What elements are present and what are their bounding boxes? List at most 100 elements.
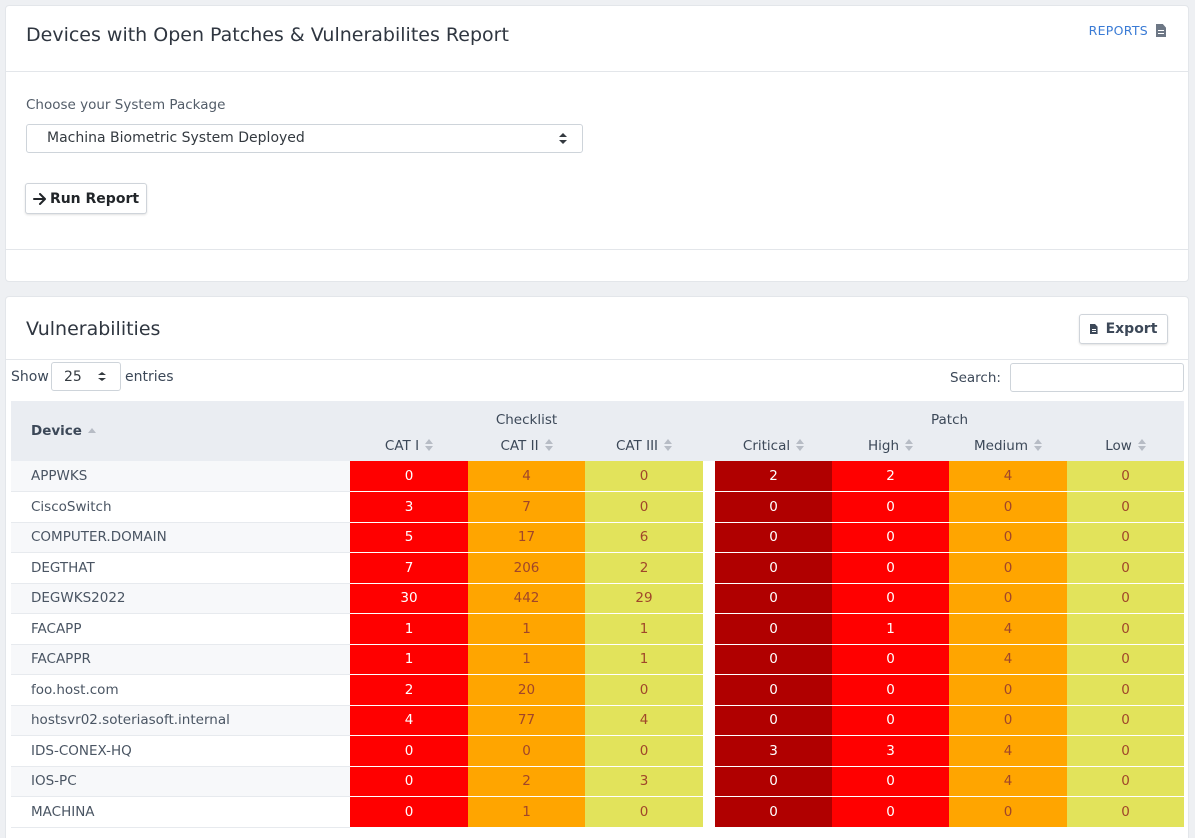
cat3-cell: 1: [585, 613, 703, 645]
cat2-cell: 1: [468, 613, 585, 645]
medium-cell: 0: [949, 705, 1067, 736]
table-row: FACAPPR 1 1 1 0 0 4 0: [11, 644, 1185, 675]
medium-cell: 4: [949, 644, 1067, 675]
high-cell: 0: [832, 491, 949, 523]
high-cell: 0: [832, 674, 949, 706]
package-label: Choose your System Package: [26, 97, 226, 113]
cat1-cell: 0: [350, 766, 468, 797]
medium-cell: 0: [949, 674, 1067, 706]
cat2-cell: 1: [468, 796, 585, 828]
low-cell: 0: [1067, 796, 1185, 828]
high-cell: 3: [832, 735, 949, 767]
gap-cell: [703, 735, 715, 767]
device-cell[interactable]: IOS-PC: [11, 766, 350, 797]
entries-label: entries: [125, 369, 174, 385]
column-header-high-label: High: [867, 437, 900, 454]
device-cell[interactable]: DEGTHAT: [11, 552, 350, 584]
device-cell[interactable]: hostsvr02.soteriasoft.internal: [11, 705, 350, 736]
arrow-right-icon: [32, 192, 46, 205]
column-header-low[interactable]: Low: [1067, 430, 1185, 461]
device-cell[interactable]: CiscoSwitch: [11, 491, 350, 523]
entries-length-select[interactable]: 25: [51, 362, 121, 391]
report-card: Devices with Open Patches & Vulnerabilit…: [5, 5, 1189, 282]
cat1-cell: 0: [350, 461, 468, 492]
cat2-cell: 20: [468, 674, 585, 706]
high-cell: 1: [832, 613, 949, 645]
column-header-cat1-label: CAT I: [384, 437, 420, 454]
cat3-cell: 0: [585, 674, 703, 706]
cat3-cell: 0: [585, 461, 703, 492]
device-cell[interactable]: DEGWKS2022: [11, 583, 350, 614]
table-row: IOS-PC 0 2 3 0 0 4 0: [11, 766, 1185, 797]
device-cell[interactable]: FACAPP: [11, 613, 350, 645]
file-export-icon: [1089, 324, 1098, 334]
run-report-button[interactable]: Run Report: [25, 183, 147, 214]
cat2-cell: 206: [468, 552, 585, 584]
table-row: CiscoSwitch 3 7 0 0 0 0 0: [11, 491, 1185, 523]
reports-link-label: REPORTS: [1088, 23, 1148, 38]
table-row: DEGWKS2022 30 442 29 0 0 0 0: [11, 583, 1185, 614]
device-cell[interactable]: MACHINA: [11, 796, 350, 828]
critical-cell: 0: [715, 796, 832, 828]
column-header-high[interactable]: High: [832, 430, 949, 461]
cat3-cell: 0: [585, 491, 703, 523]
search-input[interactable]: [1010, 363, 1184, 392]
cat3-cell: 3: [585, 766, 703, 797]
low-cell: 0: [1067, 735, 1185, 767]
cat1-cell: 0: [350, 735, 468, 767]
device-cell[interactable]: FACAPPR: [11, 644, 350, 675]
column-header-medium[interactable]: Medium: [949, 430, 1067, 461]
low-cell: 0: [1067, 674, 1185, 706]
cat2-cell: 4: [468, 461, 585, 492]
gap-cell: [703, 644, 715, 675]
column-header-gap: [703, 430, 715, 461]
device-cell[interactable]: IDS-CONEX-HQ: [11, 735, 350, 767]
search-label: Search:: [950, 370, 1001, 386]
column-header-cat2[interactable]: CAT II: [468, 430, 585, 461]
critical-cell: 0: [715, 613, 832, 645]
low-cell: 0: [1067, 583, 1185, 614]
device-cell[interactable]: APPWKS: [11, 461, 350, 492]
critical-cell: 2: [715, 461, 832, 492]
sort-icon: [425, 438, 434, 451]
vulnerabilities-table: Device Checklist Patch CAT I CAT II CAT …: [11, 401, 1185, 828]
high-cell: 0: [832, 644, 949, 675]
critical-cell: 0: [715, 705, 832, 736]
column-header-cat3[interactable]: CAT III: [585, 430, 703, 461]
table-row: COMPUTER.DOMAIN 5 17 6 0 0 0 0: [11, 522, 1185, 553]
column-header-critical-label: Critical: [742, 437, 791, 454]
device-cell[interactable]: foo.host.com: [11, 674, 350, 706]
cat3-cell: 29: [585, 583, 703, 614]
medium-cell: 0: [949, 583, 1067, 614]
device-cell[interactable]: COMPUTER.DOMAIN: [11, 522, 350, 553]
gap-cell: [703, 705, 715, 736]
entries-value: 25: [64, 369, 82, 385]
table-row: FACAPP 1 1 1 0 1 4 0: [11, 613, 1185, 645]
export-button[interactable]: Export: [1079, 314, 1168, 344]
gap-cell: [703, 461, 715, 492]
system-package-value: Machina Biometric System Deployed: [47, 130, 305, 146]
column-header-low-label: Low: [1105, 437, 1132, 454]
table-row: hostsvr02.soteriasoft.internal 4 77 4 0 0 0 0: [11, 705, 1185, 736]
sort-icon: [1137, 438, 1146, 451]
column-header-device[interactable]: Device: [11, 401, 350, 461]
high-cell: 2: [832, 461, 949, 492]
report-card-header: Devices with Open Patches & Vulnerabilit…: [6, 6, 1188, 72]
group-header-patch: Patch: [715, 401, 1185, 430]
column-header-medium-label: Medium: [974, 437, 1028, 454]
column-header-cat1[interactable]: CAT I: [350, 430, 468, 461]
cat1-cell: 2: [350, 674, 468, 706]
medium-cell: 0: [949, 796, 1067, 828]
section-title: Vulnerabilities: [26, 318, 161, 340]
high-cell: 0: [832, 552, 949, 584]
medium-cell: 4: [949, 613, 1067, 645]
medium-cell: 4: [949, 766, 1067, 797]
column-header-critical[interactable]: Critical: [715, 430, 832, 461]
system-package-select[interactable]: Machina Biometric System Deployed: [26, 124, 583, 153]
cat2-cell: 0: [468, 735, 585, 767]
reports-link[interactable]: REPORTS: [1089, 23, 1166, 38]
sort-icon: [544, 438, 553, 451]
vulnerabilities-table-wrapper: Device Checklist Patch CAT I CAT II CAT …: [11, 401, 1185, 828]
cat3-cell: 2: [585, 552, 703, 584]
column-header-device-label: Device: [31, 423, 82, 439]
